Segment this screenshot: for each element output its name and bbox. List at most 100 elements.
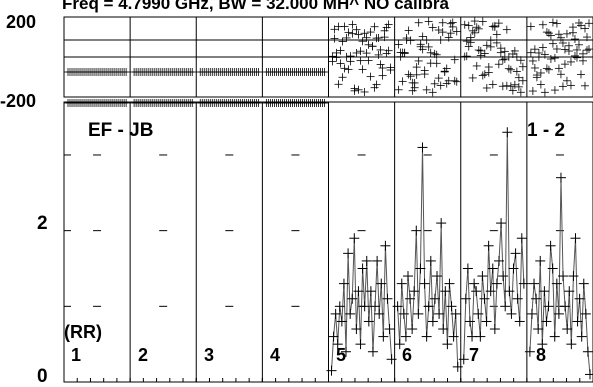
amplitude-point xyxy=(440,286,451,297)
phase-point xyxy=(328,57,337,66)
phase-point xyxy=(430,49,439,58)
phase-point xyxy=(568,28,577,37)
phase-point-flat xyxy=(320,68,329,76)
phase-point xyxy=(548,18,557,27)
amplitude-point xyxy=(535,255,546,266)
amplitude-point xyxy=(442,339,453,350)
phase-point xyxy=(540,88,549,97)
phase-point xyxy=(404,70,413,79)
phase-point xyxy=(418,45,427,54)
amplitude-point xyxy=(353,286,364,297)
amplitude-point xyxy=(473,308,484,319)
phase-point xyxy=(502,25,511,34)
amplitude-point xyxy=(489,324,500,335)
amplitude-point xyxy=(417,142,428,153)
phase-point xyxy=(572,45,581,54)
phase-point xyxy=(344,28,353,37)
phase-point xyxy=(348,29,357,38)
amplitude-point xyxy=(510,248,521,259)
amplitude-point xyxy=(458,354,469,365)
phase-point xyxy=(532,73,541,82)
phase-point xyxy=(560,45,569,54)
phase-point-flat xyxy=(122,99,131,107)
phase-point xyxy=(526,22,535,31)
phase-point xyxy=(466,38,475,47)
phase-point xyxy=(362,49,371,58)
amplitude-point xyxy=(415,263,426,274)
phase-point xyxy=(544,29,553,38)
amplitude-point xyxy=(491,278,502,289)
phase-point xyxy=(342,33,351,42)
phase-point xyxy=(482,41,491,50)
amplitude-point xyxy=(419,278,430,289)
panel-label-1: 1 xyxy=(71,345,81,365)
phase-point xyxy=(562,76,571,85)
phase-point xyxy=(580,24,589,33)
phase-point xyxy=(464,42,473,51)
phase-point xyxy=(330,34,339,43)
phase-point xyxy=(436,36,445,45)
phase-point xyxy=(374,50,383,59)
phase-point xyxy=(580,81,589,90)
phase-point xyxy=(434,26,443,35)
amplitude-point xyxy=(578,278,589,289)
phase-point xyxy=(434,74,443,83)
phase-point xyxy=(334,80,343,89)
phase-point-flat xyxy=(188,99,197,107)
phase-point xyxy=(412,63,421,72)
panel-label-8: 8 xyxy=(536,345,546,365)
amplitude-point xyxy=(432,271,443,282)
phase-point xyxy=(546,31,555,40)
phase-point-flat xyxy=(188,68,197,76)
panel-label-6: 6 xyxy=(402,345,412,365)
phase-point xyxy=(576,21,585,30)
phase-point xyxy=(464,21,473,30)
phase-point xyxy=(542,64,551,73)
phase-point xyxy=(360,87,369,96)
phase-point xyxy=(512,67,521,76)
amplitude-point xyxy=(537,339,548,350)
phase-point xyxy=(554,30,563,39)
amplitude-point xyxy=(413,308,424,319)
amplitude-point xyxy=(570,233,581,244)
phase-point xyxy=(478,17,487,26)
amplitude-point xyxy=(365,286,376,297)
phase-point-flat xyxy=(254,68,263,76)
phase-point xyxy=(342,52,351,61)
amplitude-point xyxy=(471,286,482,297)
amplitude-point xyxy=(361,255,372,266)
amplitude-line-panel-6 xyxy=(397,147,459,367)
phase-point xyxy=(516,88,525,97)
phase-point xyxy=(564,47,573,56)
phase-point xyxy=(566,81,575,90)
phase-point xyxy=(526,48,535,57)
amplitude-point xyxy=(384,324,395,335)
amplitude-point xyxy=(460,293,471,304)
amplitude-point xyxy=(541,316,552,327)
phase-point xyxy=(430,79,439,88)
phase-point xyxy=(578,56,587,65)
phase-point xyxy=(358,37,367,46)
phase-ytick-top: 200 xyxy=(6,12,36,32)
phase-point xyxy=(550,86,559,95)
phase-point xyxy=(536,80,545,89)
phase-point xyxy=(504,64,513,73)
phase-point xyxy=(362,33,371,42)
phase-point xyxy=(376,60,385,69)
amplitude-point xyxy=(481,316,492,327)
phase-point xyxy=(374,33,383,42)
phase-point xyxy=(406,72,415,81)
phase-point xyxy=(428,88,437,97)
amplitude-point xyxy=(338,278,349,289)
amplitude-point xyxy=(407,324,418,335)
phase-point xyxy=(578,49,587,58)
phase-point xyxy=(500,55,509,64)
amplitude-point xyxy=(500,301,511,312)
amplitude-point xyxy=(533,324,544,335)
amplitude-point xyxy=(551,278,562,289)
phase-point xyxy=(358,65,367,74)
amplitude-point xyxy=(370,301,381,312)
phase-point xyxy=(332,53,341,62)
amplitude-point xyxy=(558,271,569,282)
